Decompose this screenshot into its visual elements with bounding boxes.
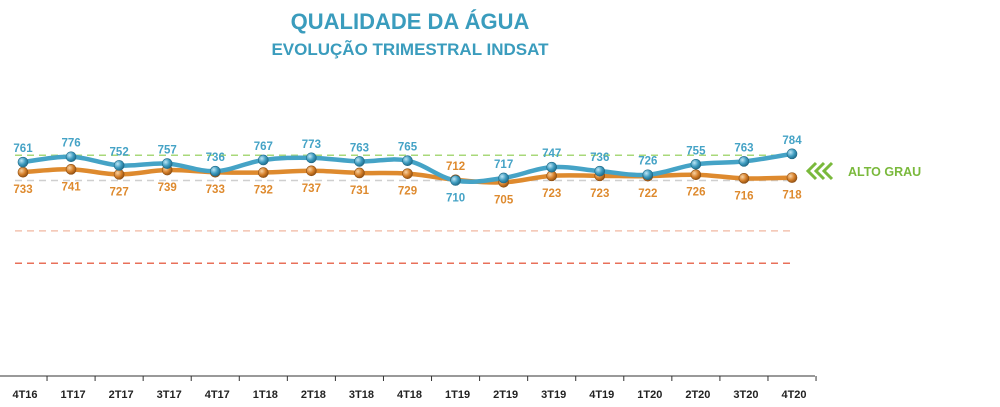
- x-tick-label: 4T16: [12, 389, 37, 401]
- x-tick-label: 3T20: [733, 389, 758, 401]
- data-label: 741: [61, 181, 81, 193]
- data-label: 763: [350, 142, 369, 154]
- data-label: 752: [110, 146, 129, 158]
- data-label: 767: [254, 141, 273, 153]
- x-tick-label: 1T19: [445, 389, 470, 401]
- x-tick-label: 2T19: [493, 389, 518, 401]
- data-label: 739: [158, 182, 177, 194]
- data-label: 733: [206, 184, 225, 196]
- series-0-point: [65, 151, 77, 163]
- x-tick-label: 4T20: [781, 389, 806, 401]
- chart-title: QUALIDADE DA ÁGUA: [290, 9, 530, 34]
- data-label: 723: [542, 188, 561, 200]
- series-1-point: [786, 172, 798, 183]
- x-tick-label: 3T17: [157, 389, 182, 401]
- series-0-point: [306, 152, 317, 164]
- x-tick-label: 2T18: [301, 389, 326, 401]
- series-0-point: [113, 160, 125, 171]
- data-label: 729: [398, 186, 417, 198]
- series-0-point: [161, 158, 173, 169]
- series-0-point: [258, 154, 269, 166]
- data-label: 733: [13, 184, 32, 196]
- data-label: 717: [494, 159, 513, 171]
- alto-grau-annotation: ALTO GRAU: [805, 161, 921, 181]
- double-chevron-left-icon: [813, 161, 826, 181]
- data-label: 761: [13, 143, 33, 155]
- series-0-point: [594, 165, 606, 177]
- x-tick-label: 4T19: [589, 389, 614, 401]
- series-1-point: [65, 164, 77, 175]
- data-label: 726: [638, 156, 657, 168]
- series-1-point: [738, 173, 750, 184]
- data-label: 722: [638, 188, 657, 200]
- series-0-point: [354, 156, 365, 167]
- series-0-point: [690, 159, 702, 170]
- x-tick-label: 4T17: [205, 389, 230, 401]
- x-tick-label: 3T19: [541, 389, 566, 401]
- data-label: 723: [590, 188, 609, 200]
- series-0-point: [738, 156, 750, 167]
- double-chevron-left-icon: [821, 161, 834, 181]
- data-label: 784: [782, 135, 802, 147]
- series-0-point: [450, 175, 461, 186]
- data-label: 732: [254, 185, 273, 197]
- data-label: 765: [398, 142, 418, 154]
- series-1-point: [258, 167, 269, 178]
- data-label: 736: [206, 152, 225, 164]
- x-tick-label: 2T20: [685, 389, 710, 401]
- data-label: 727: [110, 186, 129, 198]
- data-label: 718: [782, 190, 802, 202]
- x-tick-label: 1T18: [253, 389, 278, 401]
- series-0-point: [786, 148, 798, 160]
- series-0-point: [17, 156, 29, 168]
- x-tick-label: 1T20: [637, 389, 662, 401]
- data-label: 755: [686, 145, 706, 157]
- alto-grau-label: ALTO GRAU: [848, 165, 921, 179]
- x-tick-label: 4T18: [397, 389, 422, 401]
- series-1-point: [690, 169, 702, 181]
- series-1-point: [402, 168, 413, 179]
- data-label: 763: [734, 142, 753, 154]
- double-chevron-left-icon: [805, 161, 818, 181]
- data-label: 731: [350, 185, 370, 197]
- x-tick-label: 1T17: [61, 389, 86, 401]
- data-label: 716: [734, 190, 753, 202]
- data-label: 776: [61, 138, 80, 150]
- x-tick-label: 3T18: [349, 389, 374, 401]
- data-label: 736: [590, 152, 609, 164]
- series-0-point: [642, 169, 654, 181]
- data-label: 773: [302, 139, 321, 151]
- data-label: 737: [302, 183, 321, 195]
- series-1-point: [17, 166, 29, 178]
- series-1-point: [113, 169, 125, 180]
- series-0-point: [546, 161, 557, 173]
- x-tick-label: 2T17: [109, 389, 134, 401]
- data-label: 710: [446, 193, 465, 205]
- data-label: 747: [542, 148, 561, 160]
- data-label: 712: [446, 161, 465, 173]
- data-label: 757: [158, 145, 177, 157]
- series-1-point: [354, 167, 365, 179]
- chart-subtitle: EVOLUÇÃO TRIMESTRAL INDSAT: [271, 40, 549, 59]
- series-0-point: [209, 165, 221, 177]
- series-1-point: [306, 165, 317, 177]
- data-label: 705: [494, 194, 514, 206]
- data-label: 726: [686, 187, 705, 199]
- series-0-point: [498, 172, 509, 184]
- series-0-point: [402, 155, 413, 166]
